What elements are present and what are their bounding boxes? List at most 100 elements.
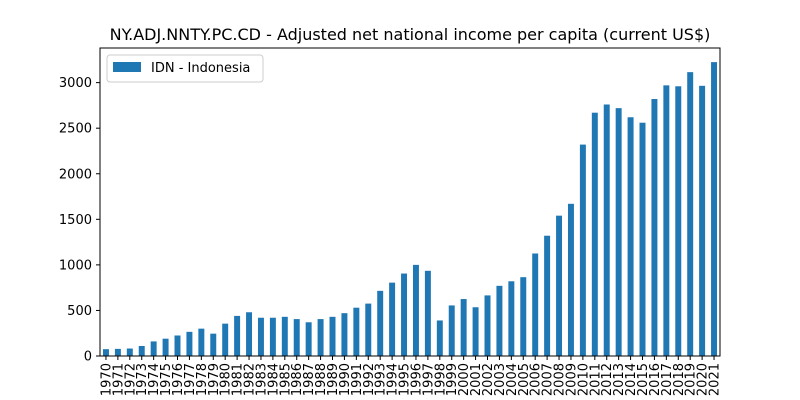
x-tick-label: 2001	[469, 363, 484, 396]
x-tick-label: 1991	[350, 363, 365, 396]
x-tick-label: 1995	[398, 363, 413, 396]
bar-2002	[484, 295, 491, 356]
bar-1980	[222, 323, 229, 356]
bar-1986	[293, 319, 300, 356]
x-tick-label: 1979	[207, 363, 222, 396]
bar-1996	[412, 264, 419, 356]
bar-1999	[448, 305, 455, 356]
x-tick-label: 2006	[529, 363, 544, 396]
legend-label: IDN - Indonesia	[151, 61, 250, 76]
x-tick-label: 2002	[481, 363, 496, 396]
bar-1973	[138, 345, 145, 356]
x-tick-label: 1977	[183, 363, 198, 396]
bar-1987	[305, 322, 312, 356]
x-tick-label: 2010	[576, 363, 591, 396]
bar-2014	[627, 117, 634, 356]
x-tick-label: 2017	[660, 363, 675, 396]
legend: IDN - Indonesia	[106, 54, 264, 83]
x-tick-label: 2008	[553, 363, 568, 396]
y-tick-label: 2500	[59, 122, 92, 137]
x-tick-label: 1984	[266, 363, 281, 396]
bar-1978	[198, 328, 205, 356]
x-tick-label: 2009	[564, 363, 579, 396]
bar-2015	[639, 122, 646, 356]
x-tick-label: 2003	[493, 363, 508, 396]
bar-1970	[102, 349, 109, 356]
bar-2004	[508, 281, 515, 356]
bar-2009	[567, 203, 574, 356]
legend-swatch	[113, 62, 141, 72]
bar-2012	[603, 104, 610, 356]
bar-1981	[234, 315, 241, 356]
x-tick-label: 1992	[362, 363, 377, 396]
x-tick-label: 1985	[278, 363, 293, 396]
x-tick-label: 1971	[111, 363, 126, 396]
x-tick-label: 2000	[457, 363, 472, 396]
x-tick-label: 1990	[338, 363, 353, 396]
x-tick-label: 1973	[135, 363, 150, 396]
x-tick-label: 1980	[219, 363, 234, 396]
x-tick-label: 1993	[374, 363, 389, 396]
bar-1992	[365, 303, 372, 356]
y-tick-label: 1000	[59, 258, 92, 273]
x-tick-label: 1982	[243, 363, 258, 396]
x-tick-label: 1997	[421, 363, 436, 396]
x-tick-label: 1983	[254, 363, 269, 396]
bar-2007	[544, 235, 551, 356]
bar-2013	[615, 108, 622, 356]
legend-frame	[106, 54, 264, 83]
x-tick-label: 2018	[672, 363, 687, 396]
bar-2010	[579, 144, 586, 356]
bar-2000	[460, 299, 467, 356]
x-tick-label: 1974	[147, 363, 162, 396]
bar-2008	[556, 215, 563, 356]
bar-1971	[114, 348, 121, 356]
y-tick-label: 0	[84, 350, 92, 365]
bar-2011	[591, 112, 598, 356]
bar-1976	[174, 335, 181, 356]
y-tick-label: 1500	[59, 213, 92, 228]
bar-1990	[341, 313, 348, 356]
bar-2021	[711, 62, 718, 357]
x-tick-label: 1976	[171, 363, 186, 396]
x-tick-label: 2021	[708, 363, 723, 396]
bar-2020	[699, 85, 706, 356]
x-tick-label: 2016	[648, 363, 663, 396]
x-tick-label: 1970	[99, 363, 114, 396]
bar-1975	[162, 338, 169, 356]
bar-1972	[126, 348, 133, 356]
bar-2019	[687, 72, 694, 357]
y-tick-label: 3000	[59, 76, 92, 91]
x-tick-label: 1978	[195, 363, 210, 396]
x-tick-label: 2007	[541, 363, 556, 396]
bar-1995	[401, 273, 408, 356]
bar-2003	[496, 285, 503, 356]
x-tick-label: 1996	[409, 363, 424, 396]
bar-2016	[651, 99, 658, 356]
bar-1982	[246, 312, 253, 356]
x-tick-label: 1994	[386, 363, 401, 396]
x-tick-label: 1998	[433, 363, 448, 396]
bar-1984	[269, 317, 276, 356]
x-tick-label: 2005	[517, 363, 532, 396]
x-tick-label: 1986	[290, 363, 305, 396]
x-tick-label: 1988	[314, 363, 329, 396]
bar-1989	[329, 316, 336, 356]
bar-1985	[281, 316, 288, 356]
bars	[102, 62, 718, 357]
x-tick-label: 2015	[636, 363, 651, 396]
bar-2005	[520, 277, 527, 356]
x-tick-label: 2019	[684, 363, 699, 396]
bar-1979	[210, 333, 217, 356]
x-tick-label: 1987	[302, 363, 317, 396]
bar-1977	[186, 331, 193, 356]
bar-1991	[353, 307, 360, 356]
y-tick-label: 2000	[59, 167, 92, 182]
bar-1974	[150, 341, 157, 356]
x-tick-label: 2014	[624, 363, 639, 396]
bar-2001	[472, 307, 479, 356]
bar-2006	[532, 253, 539, 356]
x-tick-label: 2012	[600, 363, 615, 396]
x-tick-label: 1972	[123, 363, 138, 396]
